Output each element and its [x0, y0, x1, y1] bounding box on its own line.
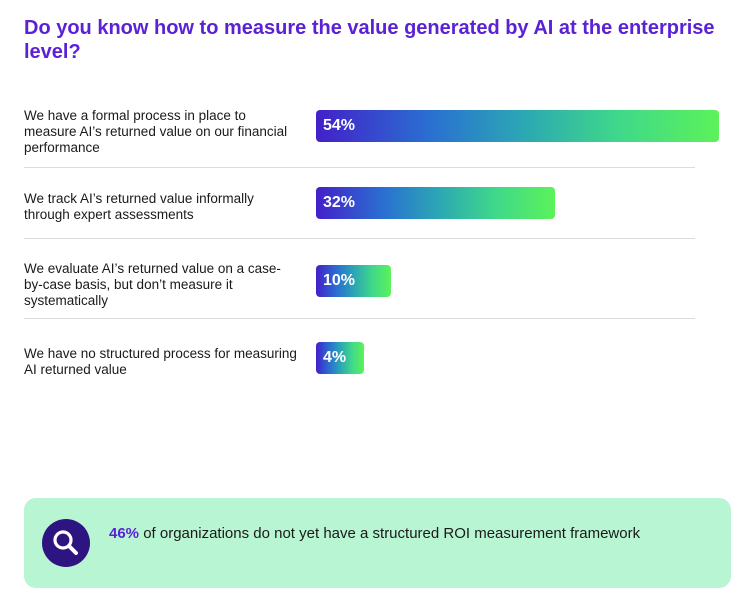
callout-text: 46% of organizations do not yet have a s…: [109, 525, 669, 543]
callout-message: of organizations do not yet have a struc…: [139, 525, 641, 542]
category-label: We have no structured process for measur…: [24, 346, 297, 377]
category-label: We evaluate AI’s returned value on a cas…: [24, 261, 281, 308]
callout-icon-circle: [42, 519, 90, 567]
row-divider: [24, 238, 695, 239]
category-label: We track AI’s returned value informally …: [24, 191, 254, 222]
row-divider: [24, 167, 695, 168]
data-label: 10%: [323, 272, 356, 289]
chart-title: Do you know how to measure the value gen…: [24, 17, 715, 63]
category-label: We have a formal process in place to mea…: [24, 108, 288, 155]
magnifier-icon: [53, 530, 78, 555]
bar: 4%: [316, 342, 364, 374]
bar: 54%: [316, 110, 719, 142]
bar: 10%: [316, 265, 391, 297]
callout-box: 46% of organizations do not yet have a s…: [24, 498, 731, 588]
data-label: 54%: [323, 117, 356, 134]
data-label: 4%: [323, 349, 347, 366]
bar: 32%: [316, 187, 555, 219]
data-label: 32%: [323, 194, 356, 211]
row-divider: [24, 318, 695, 319]
callout-stat: 46%: [109, 525, 140, 542]
